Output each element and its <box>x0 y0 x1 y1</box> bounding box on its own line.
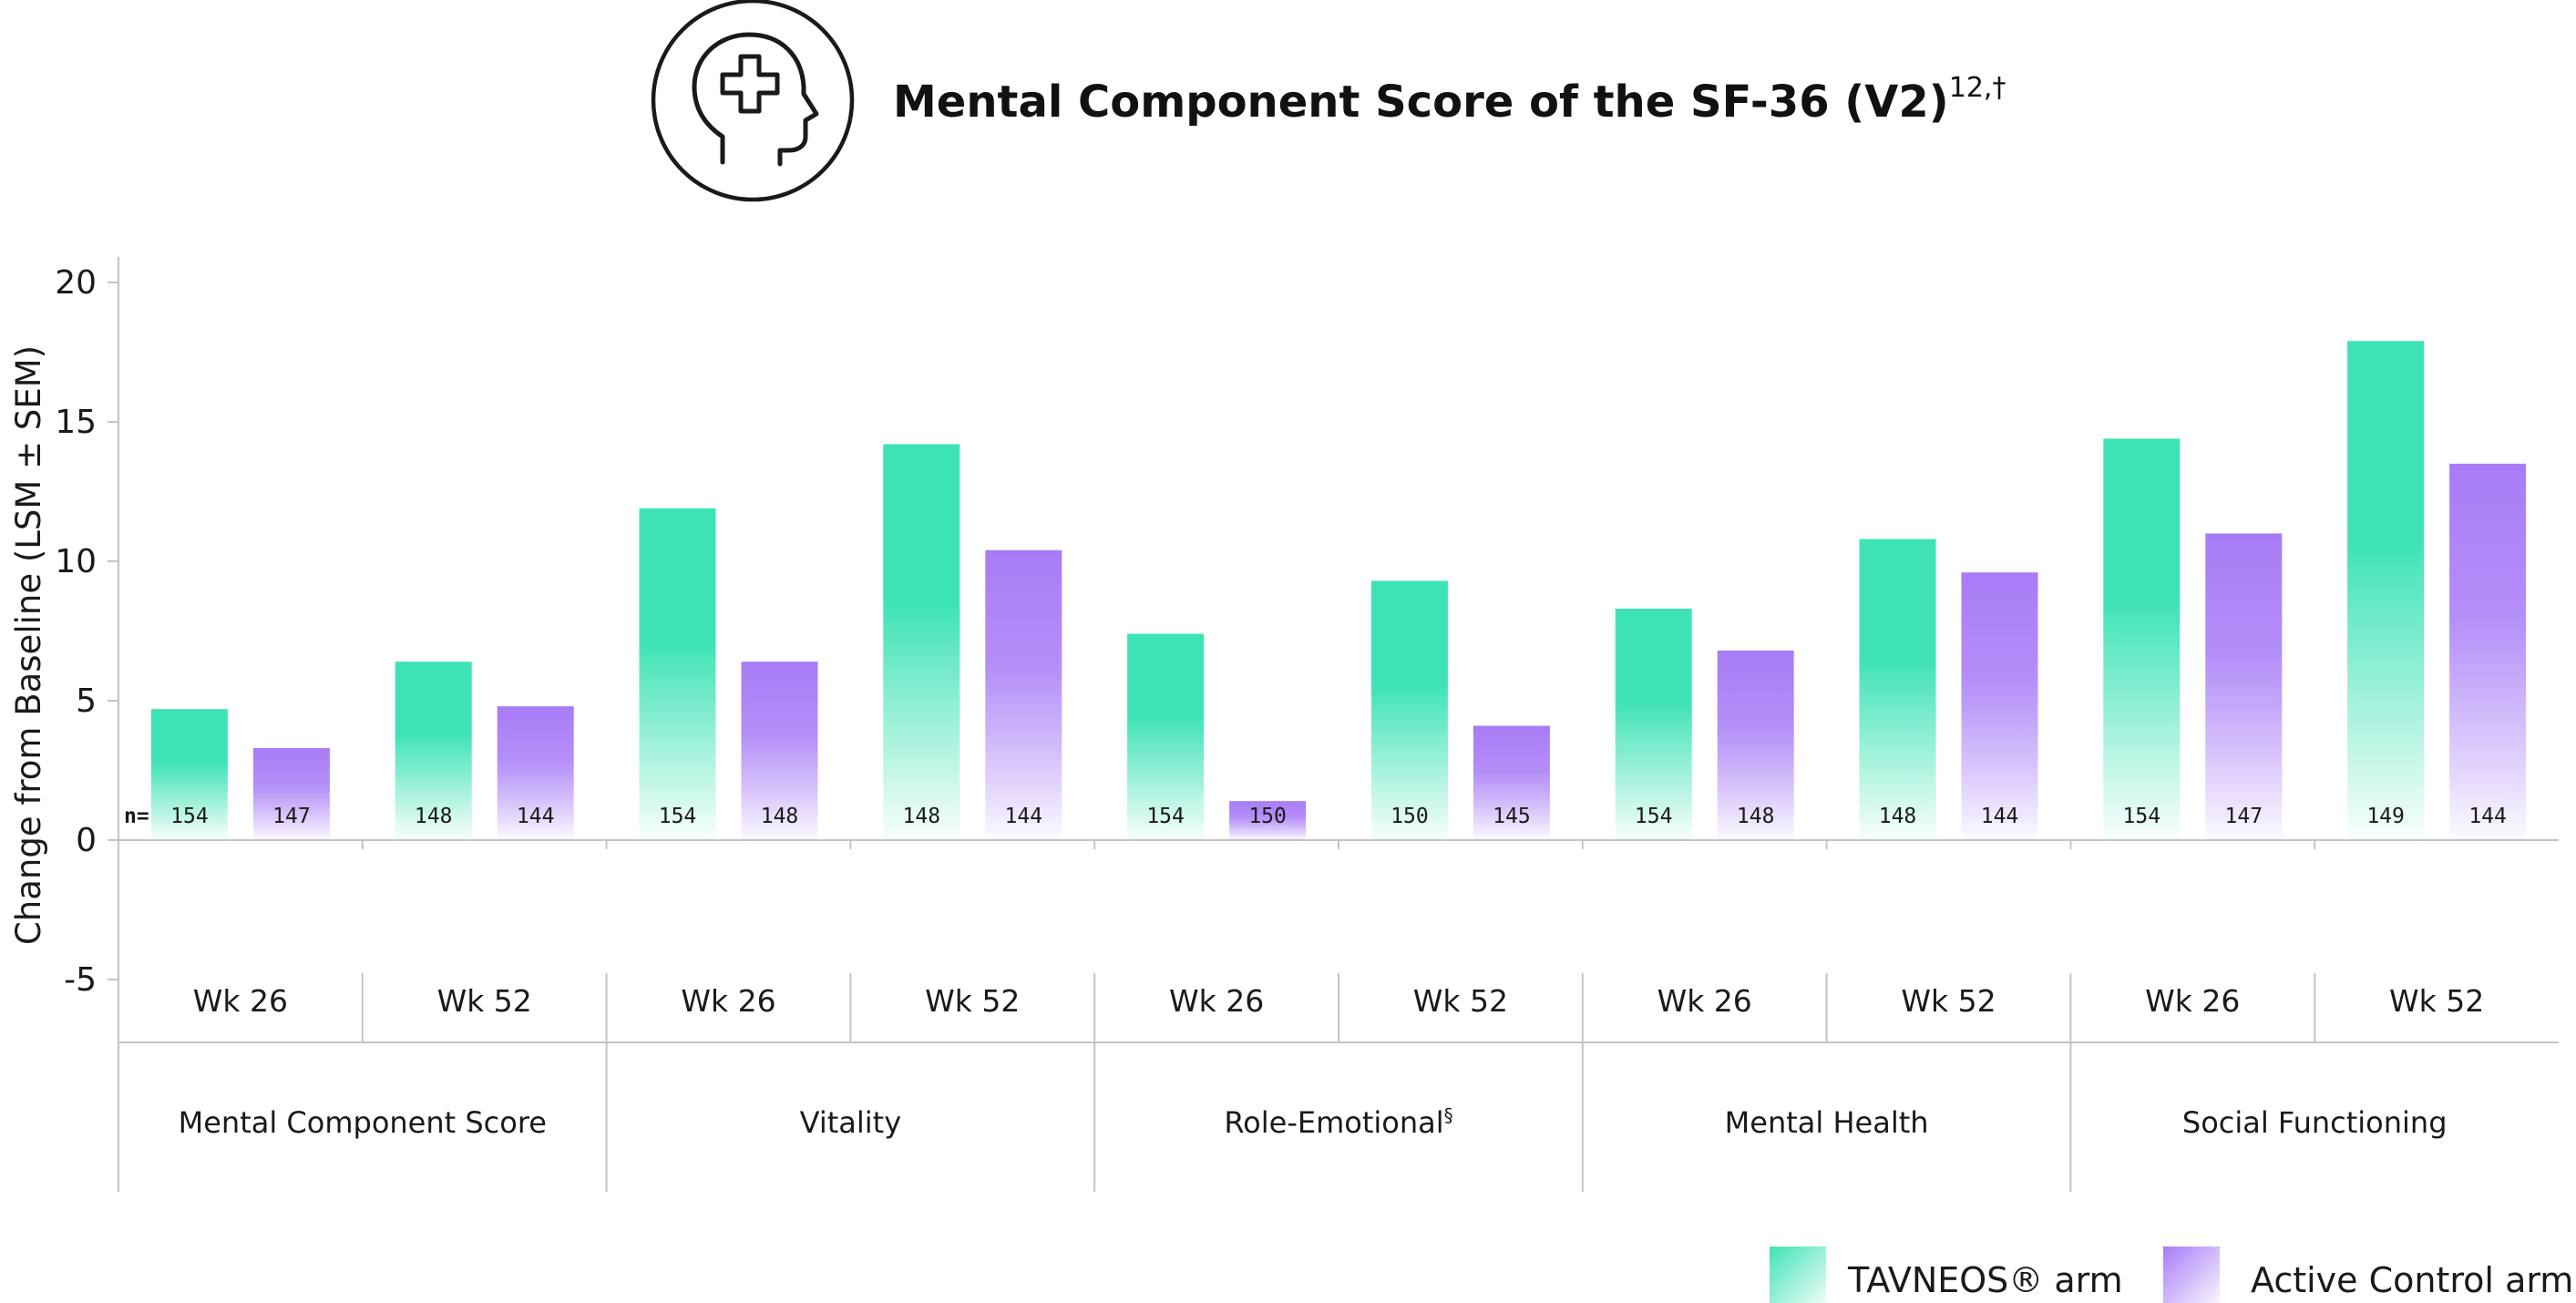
chart-title: Mental Component Score of the SF-36 (V2)… <box>893 72 2006 128</box>
group-label: Social Functioning <box>2182 1105 2448 1140</box>
x-tick-label: Wk 52 <box>2389 983 2484 1019</box>
x-tick-label: Wk 52 <box>1413 983 1508 1019</box>
n-value-label: 150 <box>1391 805 1429 828</box>
x-tick-label: Wk 26 <box>2145 983 2240 1019</box>
bar-active-control <box>2205 533 2283 840</box>
bar-tavneos <box>2103 438 2181 840</box>
group-label: Mental Health <box>1725 1105 1929 1140</box>
x-tick-label: Wk 26 <box>681 983 775 1019</box>
group-label: Mental Component Score <box>179 1105 547 1140</box>
bar-active-control <box>741 662 818 840</box>
n-value-label: 144 <box>1981 805 2019 828</box>
n-value-label: 147 <box>2225 805 2263 828</box>
legend-label-tavneos: TAVNEOS® arm <box>1847 1260 2123 1300</box>
bar-tavneos <box>2347 341 2425 840</box>
y-tick-label: -5 <box>64 961 97 999</box>
n-value-label: 154 <box>170 805 209 828</box>
n-value-label: 148 <box>761 805 799 828</box>
bar-tavneos <box>639 508 716 840</box>
y-tick-label: 5 <box>76 682 97 720</box>
n-value-label: 150 <box>1248 805 1287 828</box>
n-value-label: 154 <box>659 805 697 828</box>
bar-active-control <box>2449 463 2527 840</box>
legend: TAVNEOS® arm Active Control arm <box>1770 1247 2573 1303</box>
x-tick-label: Wk 26 <box>1657 983 1752 1019</box>
bar-active-control <box>497 706 574 840</box>
bar-tavneos <box>150 709 228 840</box>
x-tick-label: Wk 52 <box>1901 983 1996 1019</box>
x-tick-label: Wk 52 <box>437 983 532 1019</box>
n-value-label: 144 <box>517 805 555 828</box>
x-tick-label: Wk 52 <box>925 983 1020 1019</box>
n-value-label: 144 <box>2468 805 2507 828</box>
legend-label-active-control: Active Control arm <box>2251 1260 2573 1300</box>
bar-tavneos <box>883 444 960 840</box>
n-value-label: 148 <box>903 805 941 828</box>
legend-swatch-active-control <box>2163 1247 2220 1303</box>
group-label: Role-Emotional§ <box>1224 1104 1452 1140</box>
bar-active-control <box>1961 572 2038 840</box>
header-icon <box>651 0 855 202</box>
n-value-label: 154 <box>2123 805 2161 828</box>
group-labels: Mental Component Score Vitality Role-Emoti… <box>179 1104 2448 1140</box>
y-tick-label: 10 <box>55 543 97 580</box>
n-value-label: 147 <box>272 805 311 828</box>
group-separators <box>118 840 2316 1192</box>
n-value-label: 145 <box>1493 805 1531 828</box>
y-ticks: 20 15 10 5 0 -5 <box>55 264 118 999</box>
n-value-label: 148 <box>1737 805 1775 828</box>
n-value-label: 149 <box>2366 805 2405 828</box>
title-superscript: 12,† <box>1949 72 2006 104</box>
n-value-label: 144 <box>1005 805 1043 828</box>
legend-swatch-tavneos <box>1770 1247 1826 1303</box>
bar-active-control <box>1473 725 1550 840</box>
n-value-label: 154 <box>1146 805 1185 828</box>
y-axis-label: Change from Baseline (LSM ± SEM) <box>9 345 48 945</box>
n-value-label: 148 <box>1879 805 1917 828</box>
bar-tavneos <box>1370 580 1448 840</box>
n-labels: 154 147 148 144 154 148 148 144 154 150 150 145 154 1… <box>170 805 2507 828</box>
bar-tavneos <box>395 662 472 840</box>
bar-tavneos <box>1859 539 1936 840</box>
x-tick-label: Wk 26 <box>1169 983 1264 1019</box>
bar-active-control <box>1717 650 1794 840</box>
bar-tavneos <box>1615 609 1692 840</box>
bar-active-control <box>252 748 330 840</box>
n-value-label: 148 <box>415 805 453 828</box>
bar-tavneos <box>1127 633 1205 840</box>
bar-active-control <box>985 549 1062 840</box>
x-tick-label: Wk 26 <box>193 983 288 1019</box>
y-tick-label: 15 <box>55 404 97 441</box>
y-tick-label: 0 <box>76 822 97 859</box>
n-value-label: 154 <box>1635 805 1673 828</box>
y-tick-label: 20 <box>55 264 97 302</box>
x-tick-labels: Wk 26 Wk 52 Wk 26 Wk 52 Wk 26 Wk 52 Wk 26 Wk 52… <box>193 983 2484 1019</box>
bars <box>150 341 2527 840</box>
bar-active-control <box>1229 801 1307 840</box>
group-label: Vitality <box>800 1105 902 1140</box>
n-prefix-label: n= <box>124 805 149 828</box>
